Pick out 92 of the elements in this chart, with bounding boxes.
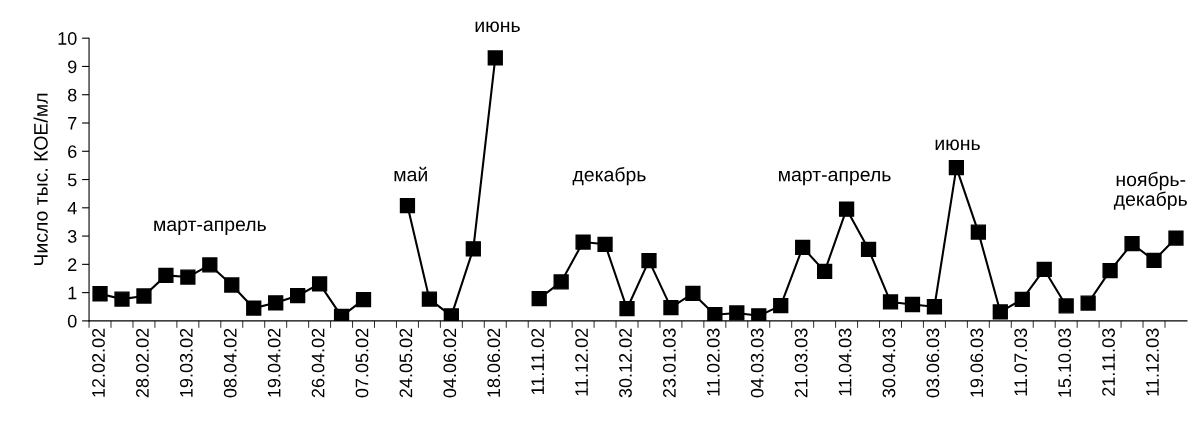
point	[1058, 298, 1074, 314]
x-tick-label: 03.06.03	[926, 328, 940, 398]
point	[1168, 230, 1184, 246]
y-tick-label: 2	[68, 258, 77, 271]
x-tick-label: 11.12.02	[575, 328, 588, 396]
y-tick-label: 6	[68, 145, 77, 158]
y-tick-label: 7	[68, 117, 77, 130]
point	[619, 301, 635, 317]
y-tick-label: 0	[67, 314, 77, 328]
annotation: декабрь	[572, 167, 646, 186]
y-tick-label: 1	[68, 286, 77, 300]
point	[641, 253, 657, 269]
point	[333, 308, 350, 321]
y-tick-label: 10	[58, 32, 77, 45]
point	[399, 197, 416, 214]
y-tick-label: 4	[67, 201, 77, 215]
point	[1036, 261, 1052, 278]
x-tick-label: 11.04.03	[838, 328, 852, 396]
point	[268, 295, 284, 311]
point	[1124, 236, 1140, 252]
point	[1014, 291, 1030, 308]
x-tick-label: 12.02.02	[92, 328, 105, 397]
annotation: май	[394, 166, 427, 182]
x-tick-label: 23.01.03	[663, 328, 676, 398]
x-tick-label: 30.04.03	[882, 328, 896, 398]
point	[224, 277, 240, 293]
point	[773, 297, 789, 314]
x-tick-label: 11.11.02	[531, 328, 545, 395]
point	[729, 305, 745, 321]
y-axis-title: Число тыс. КОЕ/мл	[33, 93, 48, 266]
point	[180, 269, 196, 285]
x-tick-label: 04.06.02	[443, 328, 457, 398]
point	[158, 267, 174, 284]
point	[553, 274, 569, 290]
point	[926, 299, 943, 315]
x-tick-label: 11.12.03	[1146, 328, 1159, 396]
x-tick-label: 04.03.03	[750, 328, 764, 398]
point	[246, 300, 262, 316]
y-tick-label: 5	[67, 173, 77, 187]
point	[443, 308, 459, 321]
x-tick-label: 21.11.03	[1102, 328, 1115, 396]
point	[575, 234, 591, 250]
x-tick-label: 28.02.02	[136, 328, 149, 398]
point	[882, 294, 899, 310]
point	[1146, 252, 1162, 269]
point	[992, 304, 1008, 320]
annotation: июнь	[935, 139, 980, 151]
point	[1102, 262, 1118, 279]
point	[860, 241, 877, 258]
point	[92, 286, 108, 302]
x-tick-label: 15.10.03	[1058, 328, 1072, 397]
x-tick-label: 24.05.02	[399, 328, 413, 398]
x-tick-label: 08.04.02	[223, 328, 237, 398]
x-tick-label: 19.04.02	[267, 328, 281, 397]
point	[597, 236, 613, 252]
point	[202, 257, 218, 273]
point	[948, 160, 965, 176]
point	[663, 299, 679, 316]
point	[421, 291, 438, 307]
y-tick-label: 9	[68, 60, 77, 74]
point	[114, 291, 130, 307]
point	[311, 276, 328, 292]
point	[751, 308, 767, 321]
x-tick-label: 26.04.02	[311, 328, 325, 398]
x-tick-label: 30.12.02	[619, 328, 632, 398]
x-tick-label: 18.06.02	[487, 328, 501, 397]
point	[707, 307, 723, 321]
x-tick-label: 21.03.03	[794, 328, 808, 398]
point	[290, 288, 306, 304]
point	[1080, 295, 1096, 311]
point	[685, 285, 701, 302]
point	[355, 292, 372, 308]
y-tick-label: 3	[67, 230, 77, 243]
y-tick-label: 8	[67, 88, 77, 102]
annotation: март-апрель	[154, 220, 266, 235]
x-tick-label: 19.03.02	[179, 328, 193, 397]
annotation: март-апрель	[779, 170, 891, 186]
x-tick-label: 11.02.03	[706, 328, 720, 396]
point	[904, 296, 921, 313]
point	[795, 239, 811, 256]
point	[136, 288, 152, 304]
text: июнь	[475, 21, 520, 33]
point	[487, 50, 503, 66]
point	[970, 224, 986, 240]
annotation: ноябрь- декабрь	[1113, 171, 1187, 210]
point	[838, 201, 855, 217]
x-tick-label: 11.07.03	[1014, 328, 1028, 396]
point	[465, 241, 481, 257]
point	[531, 290, 547, 307]
point	[817, 263, 833, 280]
x-tick-label: 07.05.02	[355, 328, 369, 398]
x-tick-label: 19.06.03	[970, 328, 984, 397]
